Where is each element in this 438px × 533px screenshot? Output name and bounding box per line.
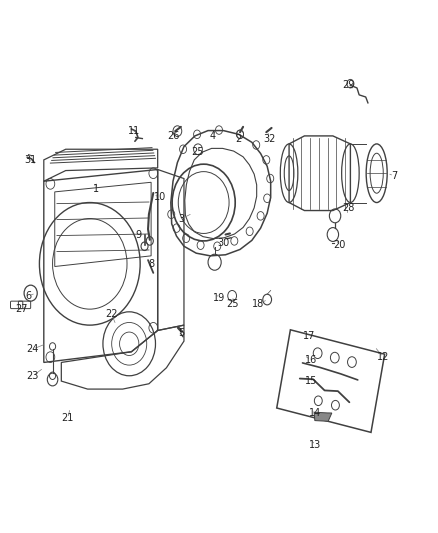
Text: 29: 29 [342,80,354,90]
Text: 31: 31 [25,155,37,165]
Text: 2: 2 [236,134,242,143]
Text: 8: 8 [148,259,154,269]
Text: 24: 24 [27,344,39,354]
Text: 13: 13 [309,440,321,450]
Text: 28: 28 [342,203,354,213]
Text: 32: 32 [263,134,276,143]
Text: 10: 10 [154,192,166,202]
Text: 30: 30 [217,238,230,247]
Text: 11: 11 [127,126,140,135]
Text: 27: 27 [16,304,28,314]
Text: 16: 16 [305,355,317,365]
Text: 3: 3 [179,214,185,223]
Text: 21: 21 [62,414,74,423]
Text: 5: 5 [179,328,185,338]
Text: 26: 26 [167,131,179,141]
Text: 14: 14 [309,408,321,418]
Text: 6: 6 [25,291,32,301]
Text: 7: 7 [391,171,397,181]
Text: 9: 9 [135,230,141,239]
Text: 22: 22 [106,310,118,319]
Text: 19: 19 [213,294,225,303]
Text: 23: 23 [27,371,39,381]
Text: 25: 25 [191,147,203,157]
Text: 20: 20 [333,240,346,250]
Text: 17: 17 [303,331,315,341]
Text: 15: 15 [305,376,317,386]
Text: 12: 12 [377,352,389,362]
Polygon shape [314,412,332,421]
Text: 1: 1 [93,184,99,194]
Text: 25: 25 [226,299,238,309]
Text: 18: 18 [252,299,265,309]
Text: 4: 4 [209,131,215,141]
